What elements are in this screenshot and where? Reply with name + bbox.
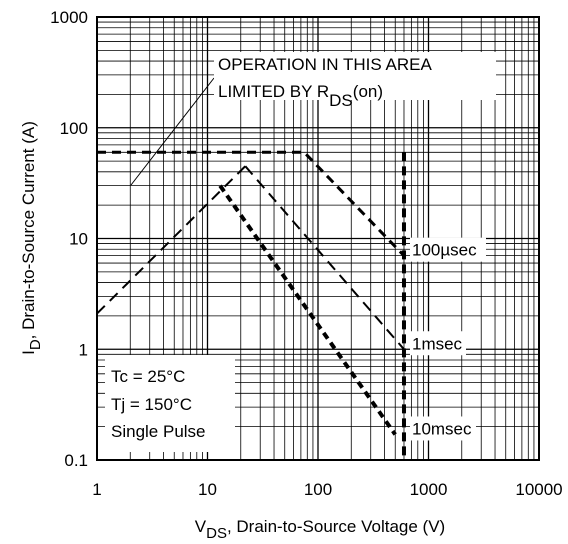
chart-series	[96, 150, 406, 460]
plot-frame	[96, 16, 540, 461]
y-tick-label: 1000	[50, 8, 88, 27]
x-axis-label: VDS, Drain-to-Source Voltage (V)	[195, 517, 445, 542]
condition-tc: Tc = 25°C	[111, 367, 185, 386]
x-tick-label: 10000	[515, 480, 562, 499]
x-tick-label: 10	[198, 480, 217, 499]
series-label-bg	[409, 416, 476, 441]
x-tick-label: 1000	[410, 480, 448, 499]
y-tick-label: 1	[79, 340, 88, 359]
series-label: 10msec	[412, 419, 472, 438]
series-line-3	[218, 184, 397, 436]
series-label: 100µsec	[412, 241, 477, 260]
y-tick-label: 0.1	[64, 451, 88, 470]
series-line-1	[97, 150, 406, 257]
x-tick-label: 100	[304, 480, 332, 499]
y-tick-label: 100	[60, 119, 88, 138]
condition-pulse: Single Pulse	[111, 422, 206, 441]
annotation-line1: OPERATION IN THIS AREA	[218, 55, 432, 74]
series-label: 1msec	[412, 334, 463, 353]
annotation-leader-line	[130, 77, 215, 186]
y-tick-labels: 0.1 1 10 100 1000	[50, 8, 88, 470]
conditions-box: Tc = 25°C Tj = 150°C Single Pulse	[105, 355, 235, 452]
annotation-box: OPERATION IN THIS AREA LIMITED BY RDS(on…	[214, 52, 496, 110]
series-labels: 100µsec 1msec 10msec	[409, 237, 486, 441]
series-label-bg	[409, 237, 486, 262]
y-tick-label: 10	[69, 230, 88, 249]
x-tick-labels: 1 10 100 1000 10000	[92, 480, 562, 499]
series-line-2	[244, 165, 405, 350]
condition-tj: Tj = 150°C	[111, 395, 192, 414]
y-axis-label: ID, Drain-to-Source Current (A)	[19, 121, 44, 355]
x-tick-label: 1	[92, 480, 101, 499]
series-label-bg	[409, 331, 466, 356]
annotation-line2: LIMITED BY RDS(on)	[218, 82, 383, 110]
